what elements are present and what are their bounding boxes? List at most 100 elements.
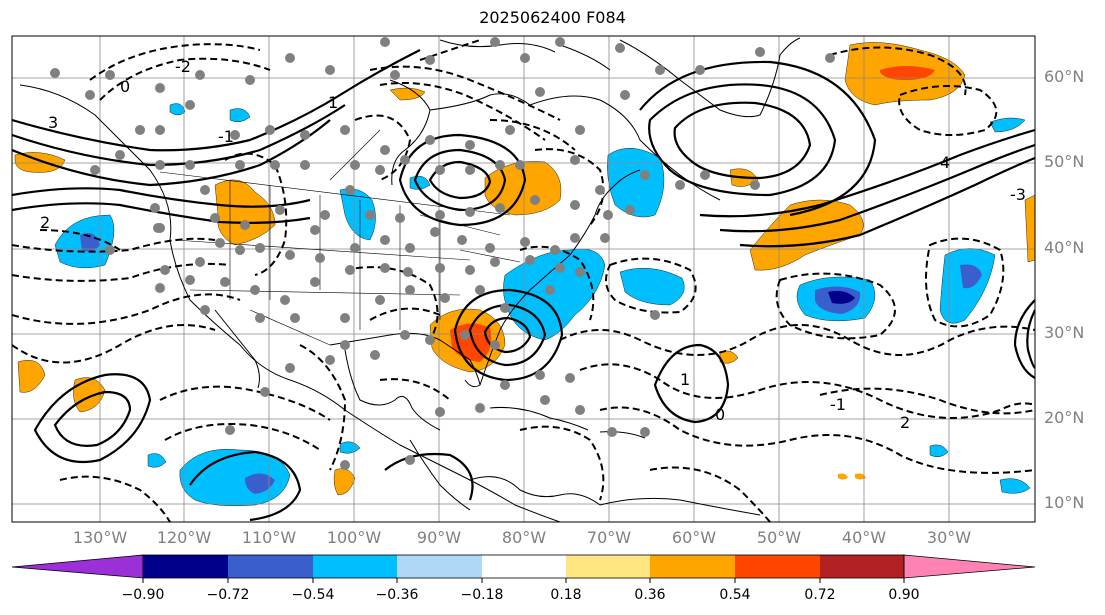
station-dot <box>520 237 530 247</box>
lon-label: 120°W <box>156 528 212 547</box>
map-title: 2025062400 F084 <box>479 8 626 27</box>
station-dot <box>495 203 505 213</box>
station-dot <box>160 265 170 275</box>
station-dot <box>285 53 295 63</box>
station-dot <box>245 75 255 85</box>
station-dot <box>750 180 760 190</box>
station-dot <box>225 425 235 435</box>
colorbar-segment <box>482 555 566 578</box>
colorbar-segment <box>650 555 735 578</box>
shade-blue-newfoundland <box>607 148 665 218</box>
station-dot <box>365 210 375 220</box>
shade-blue-small-3 <box>339 188 376 241</box>
station-dot <box>825 53 835 63</box>
contour-label: -1 <box>830 395 846 414</box>
shade-blue-atl-1 <box>619 268 685 306</box>
station-dot <box>565 373 575 383</box>
station-dot <box>380 37 390 47</box>
station-dot <box>403 267 413 277</box>
lat-label: 40°N <box>1044 238 1085 257</box>
contour-label: -1 <box>218 127 234 146</box>
station-dot <box>105 70 115 80</box>
station-dot <box>607 427 617 437</box>
lon-label: 70°W <box>586 528 632 547</box>
contour-value-labels: 0 -2 -1 1 2 3 4 -3 0 -1 1 2 <box>40 57 1026 432</box>
station-dot <box>315 253 325 263</box>
shade-red-atl-north <box>880 66 935 80</box>
station-dot <box>545 285 555 295</box>
station-dot <box>425 135 435 145</box>
station-dot <box>220 277 230 287</box>
station-dot <box>285 363 295 373</box>
station-dot <box>625 205 635 215</box>
colorbar-outline <box>142 554 905 579</box>
contour-label: 0 <box>120 77 130 96</box>
station-dot <box>300 160 310 170</box>
station-dot <box>210 213 220 223</box>
contour-label: 1 <box>328 93 338 112</box>
station-dot <box>465 207 475 217</box>
lon-label: 100°W <box>326 528 382 547</box>
station-dot <box>340 340 350 350</box>
station-dot <box>540 395 550 405</box>
station-dot <box>575 405 585 415</box>
colorbar-segment <box>228 555 313 578</box>
station-dot <box>390 70 400 80</box>
station-dot <box>405 243 415 253</box>
station-dot <box>50 68 60 78</box>
contour-label: -2 <box>175 57 191 76</box>
station-dot <box>485 243 495 253</box>
station-dot <box>350 243 360 253</box>
station-dot <box>310 225 320 235</box>
station-dot <box>260 387 270 397</box>
station-dot <box>640 170 650 180</box>
station-dot <box>185 275 195 285</box>
lat-label: 20°N <box>1044 408 1085 427</box>
station-dot <box>675 180 685 190</box>
lon-label: 130°W <box>72 528 128 547</box>
shade-blue-atl-6 <box>929 444 949 458</box>
station-dot <box>265 125 275 135</box>
solid-contours <box>12 49 1035 522</box>
station-dot <box>755 47 765 57</box>
station-dot <box>425 55 435 65</box>
station-dot <box>185 160 195 170</box>
station-dot <box>380 263 390 273</box>
station-dot <box>105 245 115 255</box>
colorbar-tick: −0.72 <box>206 587 250 603</box>
colorbar-tick: 0.36 <box>634 587 666 603</box>
station-dot <box>85 90 95 100</box>
colorbar-tick: −0.18 <box>460 587 504 603</box>
station-dot <box>275 205 285 215</box>
lat-label: 30°N <box>1044 323 1085 342</box>
shade-orange-atl-east <box>1024 194 1035 263</box>
station-dot <box>457 235 467 245</box>
station-dot <box>235 245 245 255</box>
station-dot <box>215 238 225 248</box>
station-dot <box>230 130 240 140</box>
station-dot <box>550 245 560 255</box>
station-dot <box>405 285 415 295</box>
station-dot <box>150 203 160 213</box>
station-dot <box>535 87 545 97</box>
contour-label: 0 <box>715 405 725 424</box>
contour-label: 4 <box>940 153 950 172</box>
colorbar-tick: 0.18 <box>550 587 582 603</box>
station-dot <box>425 335 435 345</box>
station-dot <box>465 140 475 150</box>
station-dot <box>520 53 530 63</box>
station-dot <box>405 455 415 465</box>
station-dot <box>135 125 145 135</box>
station-dot <box>153 223 163 233</box>
lon-label: 80°W <box>501 528 547 547</box>
station-dot <box>640 427 650 437</box>
lon-label: 30°W <box>926 528 972 547</box>
shade-blue-atl-4 <box>989 117 1026 133</box>
station-dot <box>90 165 100 175</box>
station-dot <box>525 255 535 265</box>
station-dot <box>235 160 245 170</box>
lon-label: 40°W <box>841 528 887 547</box>
station-dot <box>285 250 295 260</box>
station-dot <box>595 185 605 195</box>
